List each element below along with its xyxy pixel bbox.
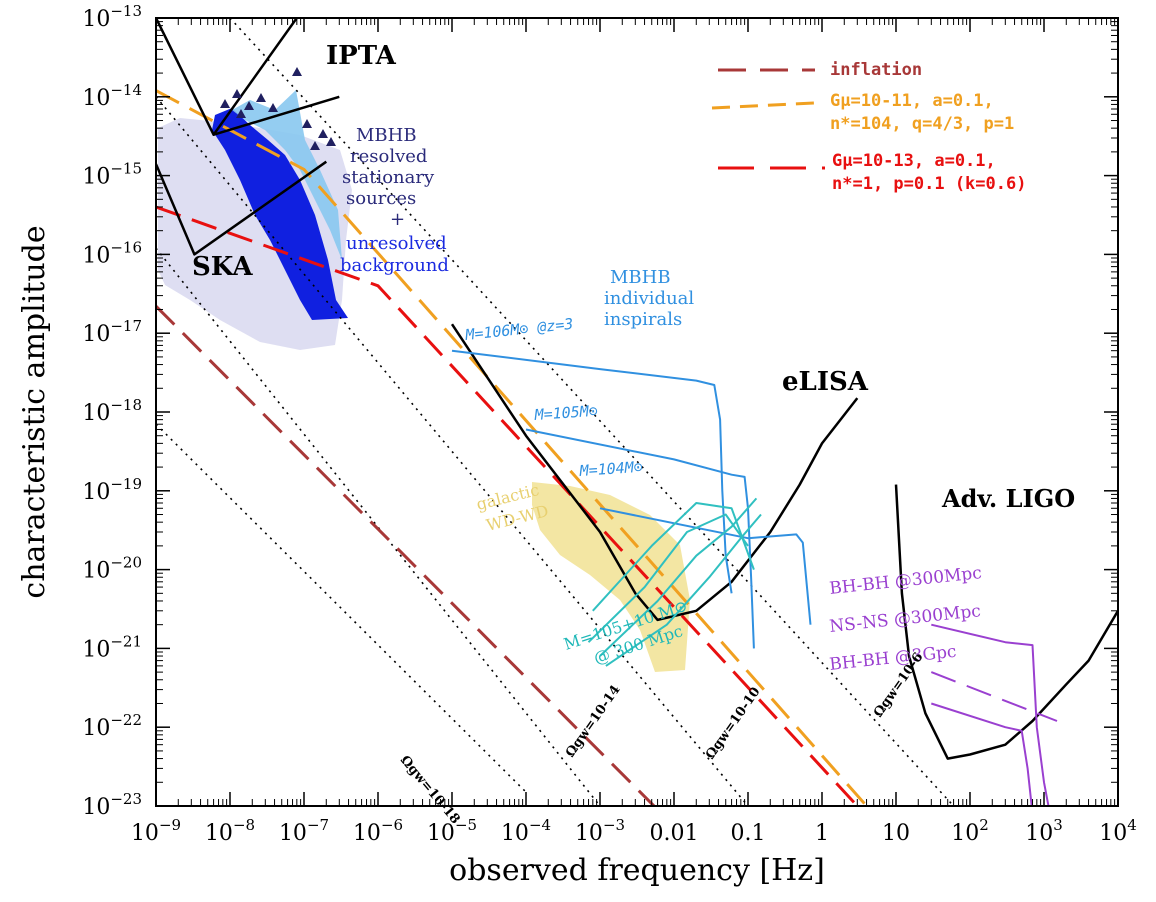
mbhb-resolved-line: resolved (350, 146, 427, 167)
y-tick-label: 10−13 (82, 2, 142, 32)
y-tick-label: 10−18 (82, 396, 142, 426)
series-line-4 (156, 305, 657, 806)
series-line-15 (592, 502, 755, 612)
mbhb-resolved-line: background (340, 255, 449, 276)
legend-inflation-label: inflation (830, 60, 922, 80)
mass-1e6-label: M=106M⊙ @z=3 (464, 315, 575, 344)
series-line-11 (894, 484, 1118, 760)
x-tick-label: 10−3 (575, 816, 625, 846)
series-line-6 (156, 205, 859, 806)
mbhb-resolved-line: unresolved (346, 233, 447, 254)
mbhb-individual-line: MBHB (610, 267, 671, 288)
source-marker (292, 67, 302, 76)
legend-gmu11-label: Gμ=10-11, a=0.1, (830, 91, 994, 111)
source-marker (326, 137, 336, 146)
x-tick-label: 10−5 (427, 816, 477, 846)
mbhb-resolved-bars-light (232, 90, 342, 260)
elisa-label: eLISA (782, 367, 869, 397)
series-line-18 (605, 513, 762, 667)
resolved-source-markers (220, 67, 336, 150)
series-layer (156, 18, 1118, 806)
source-marker (244, 101, 254, 110)
series-line-10 (450, 323, 859, 622)
mbhb-resolved-line: + (390, 209, 405, 230)
legend-gmu13-label: Gμ=10-13, a=0.1, (832, 151, 996, 171)
legend-gmu11-label2: n*=104, q=4/3, p=1 (830, 114, 1014, 134)
bhbh-300-label: BH-BH @300Mpc (828, 563, 982, 599)
source-marker (236, 109, 246, 118)
mbhb-resolved-line: MBHB (356, 125, 417, 146)
omega-1e-18-label: Ωgw=10-18 (397, 753, 463, 827)
source-marker (318, 129, 328, 138)
mbhb-resolved-line: stationary (342, 167, 435, 188)
x-tick-label: 10−4 (501, 816, 551, 846)
x-tick-label: 10−8 (205, 816, 255, 846)
y-tick-label: 10−14 (82, 81, 142, 111)
galactic-label: galactic WD-WD (474, 480, 550, 535)
mass-1e5-label: M=105M⊙ (533, 402, 598, 424)
omega-1e-14-label: Ωgw=10-14 (563, 683, 624, 761)
series-line-13 (525, 428, 755, 649)
mbhb-individual-line: individual (604, 288, 694, 309)
x-axis-title: observed frequency [Hz] (449, 853, 825, 888)
y-tick-label: 10−17 (82, 317, 142, 347)
source-marker (256, 93, 266, 102)
galactic-wd-region (532, 482, 690, 672)
source-marker (268, 103, 278, 112)
source-marker (310, 141, 320, 150)
y-tick-label: 10−19 (82, 475, 142, 505)
x-tick-label: 104 (1099, 816, 1137, 846)
ska-label: SKA (192, 252, 253, 282)
series-line-20 (930, 671, 1058, 722)
x-tick-label: 103 (1025, 816, 1063, 846)
series-line-17 (599, 497, 758, 657)
legend: inflation Gμ=10-11, a=0.1, n*=104, q=4/3… (711, 60, 1026, 194)
series-line-9 (156, 160, 328, 256)
legend-gmu13-label2: n*=1, p=0.1 (k=0.6) (832, 174, 1026, 194)
ligo-sources-label: BH-BH @300Mpc NS-NS @300Mpc BH-BH @3Gpc (828, 563, 982, 675)
source-marker (232, 89, 242, 98)
mass-1e4-label: M=104M⊙ (578, 458, 643, 480)
mbhb-individual-label: MBHB individual inspirals (604, 267, 694, 330)
series-line-8 (213, 95, 340, 136)
y-tick-label: 10−22 (82, 711, 142, 741)
mbhb-resolved-line: sources (346, 188, 416, 209)
series-line-21 (930, 702, 1033, 806)
source-marker (220, 99, 230, 108)
x-tick-label: 0.01 (650, 821, 699, 846)
y-tick-label: 10−16 (82, 238, 142, 268)
mbhb-resolved-bars (212, 108, 348, 320)
shaded-regions (158, 90, 690, 672)
x-tick-label: 10−6 (353, 816, 403, 846)
x-tick-label: 0.1 (731, 821, 766, 846)
y-tick-label: 10−21 (82, 632, 142, 662)
omega-1e-10-label: Ωgw=10-10 (703, 685, 764, 763)
mbhb-individual-line: inspirals (604, 309, 682, 330)
source-marker (302, 119, 312, 128)
bhbh-3g-label: BH-BH @3Gpc (828, 642, 957, 675)
y-tick-label: 10−15 (82, 160, 142, 190)
series-line-0 (156, 423, 527, 793)
series-line-14 (599, 507, 812, 625)
x-tick-label: 10−9 (131, 816, 181, 846)
legend-gmu11-swatch (711, 101, 816, 110)
x-tick-label: 102 (951, 816, 989, 846)
ipta-label: IPTA (326, 41, 397, 71)
ligo-label: Adv. LIGO (941, 484, 1075, 513)
omega-labels: Ωgw=10-18 Ωgw=10-14 Ωgw=10-10 Ωgw=10-6 (397, 650, 927, 827)
y-tick-label: 10−23 (82, 790, 142, 820)
y-axis-title: characteristic amplitude (17, 225, 52, 598)
series-line-19 (931, 623, 1050, 806)
x-tick-label: 1 (815, 821, 829, 846)
mbhb-resolved-label: MBHB resolved stationary sources + unres… (340, 125, 449, 276)
y-tick-label: 10−20 (82, 554, 142, 584)
x-tick-label: 10 (882, 821, 910, 846)
axes-layer: 10−9 10−8 10−7 10−6 10−5 10−4 10−3 0.01 0.1 1 10 10… (82, 2, 1136, 846)
x-tick-label: 10−7 (279, 816, 329, 846)
series-line-12 (451, 349, 733, 594)
